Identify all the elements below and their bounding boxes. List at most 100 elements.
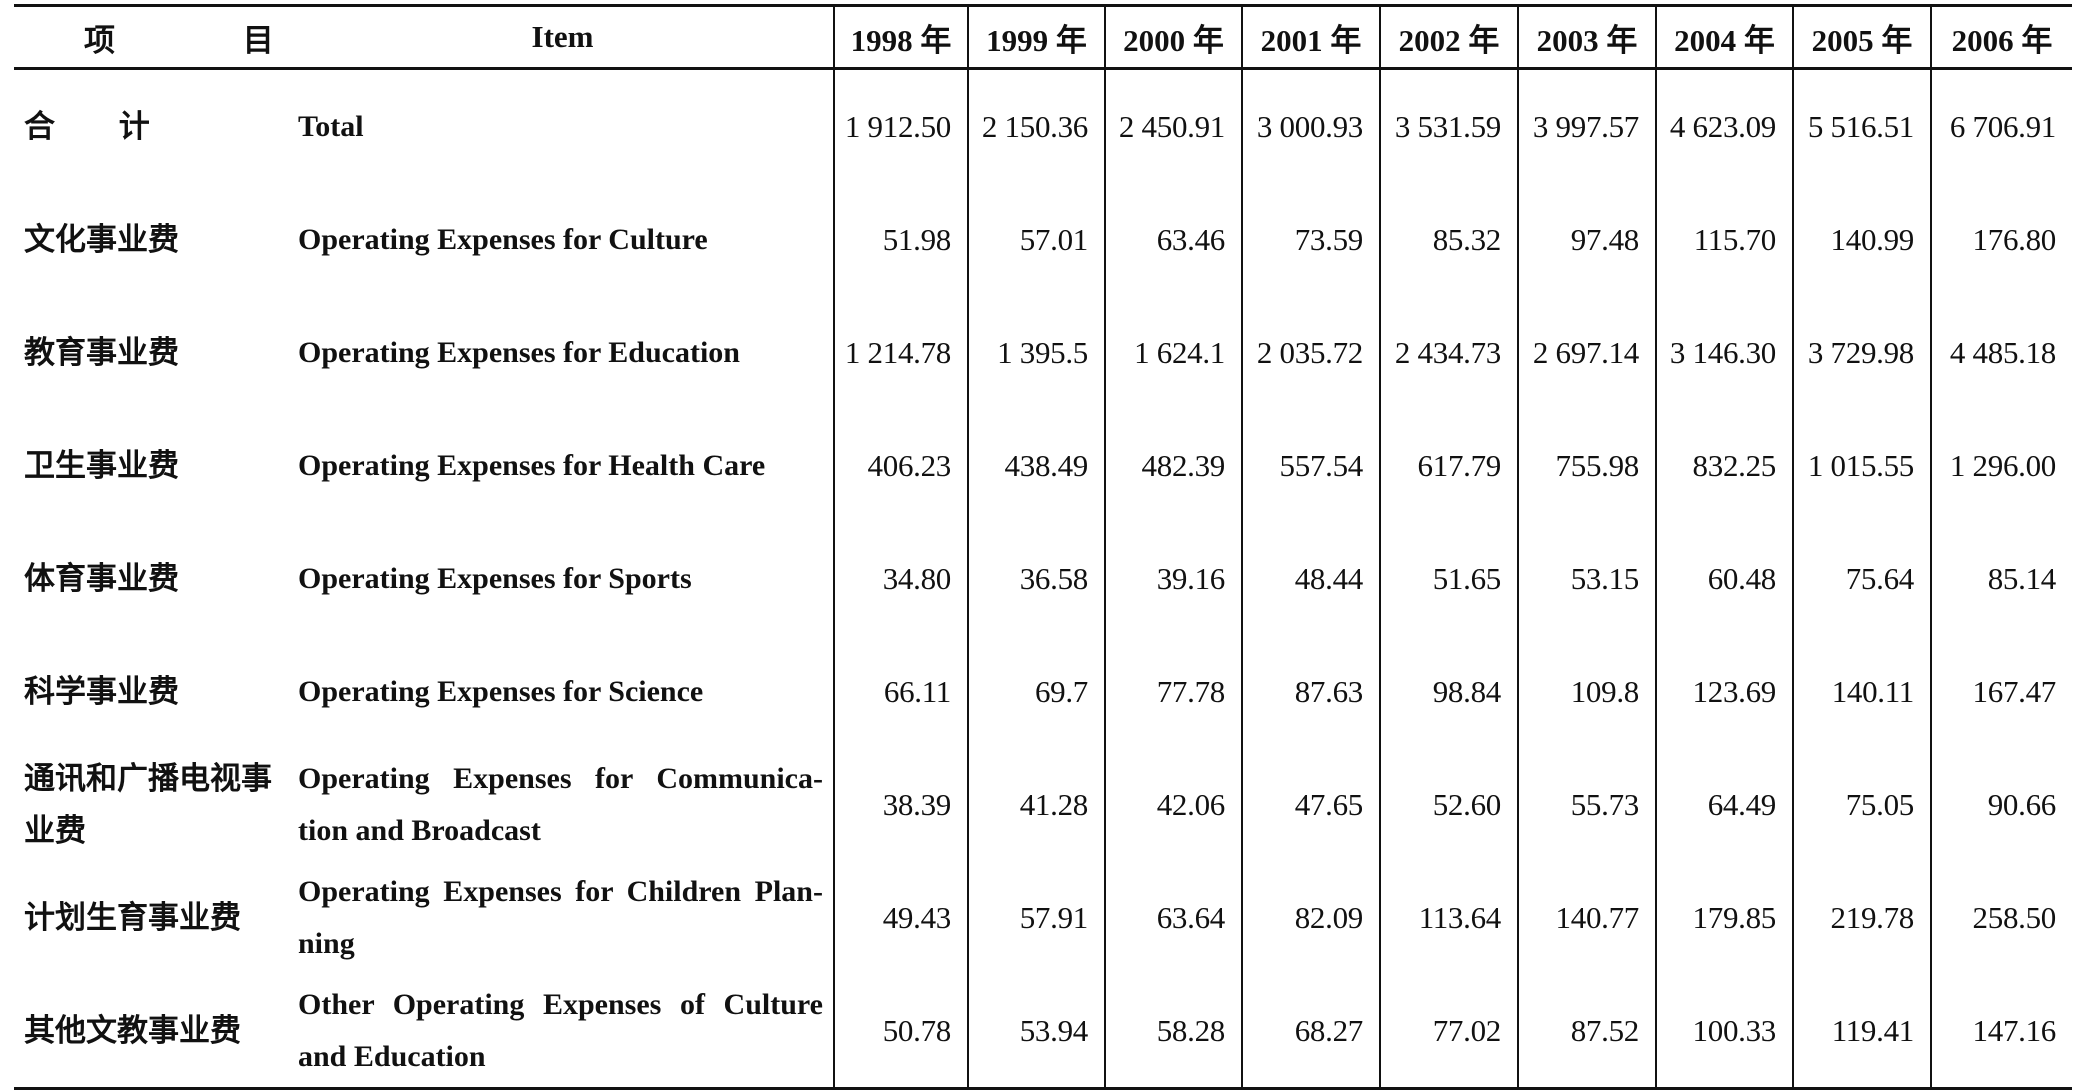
value-cell: 85.14: [1930, 522, 2072, 635]
value-cell: 38.39: [833, 748, 968, 861]
row-label-zh: 文化事业费: [24, 221, 179, 257]
row-label-en: Operating Expenses for Children Plan-nin…: [298, 874, 823, 960]
value-cell: 49.43: [833, 861, 968, 974]
value-cell: 64.49: [1655, 748, 1793, 861]
value-cell: 53.94: [967, 974, 1105, 1090]
value-cell: 42.06: [1104, 748, 1242, 861]
value-cell: 176.80: [1930, 183, 2072, 296]
value-cell: 755.98: [1517, 409, 1656, 522]
row-label-zh: 通讯和广播电视事业费: [24, 760, 272, 848]
row-label-zh: 卫生事业费: [24, 447, 179, 483]
value-cell: 36.58: [967, 522, 1105, 635]
row-label-en: Operating Expenses for Culture: [298, 222, 708, 256]
table-row: 卫生事业费 Operating Expenses for Health Care 4…: [14, 409, 2072, 522]
value-cell: 51.98: [833, 183, 968, 296]
value-cell: 140.11: [1792, 635, 1931, 748]
value-cell: 41.28: [967, 748, 1105, 861]
header-year: 1999 年: [967, 4, 1105, 70]
table-row: 计划生育事业费 Operating Expenses for Children P…: [14, 861, 2072, 974]
table-row: 文化事业费 Operating Expenses for Culture 51.98…: [14, 183, 2072, 296]
row-label-en: Other Operating Expenses of Culture and …: [292, 974, 834, 1090]
value-cell: 482.39: [1104, 409, 1242, 522]
header-year: 2000 年: [1104, 4, 1242, 70]
header-year: 2003 年: [1517, 4, 1656, 70]
value-cell: 2 434.73: [1379, 296, 1518, 409]
row-label-zh: 合 计: [24, 108, 178, 144]
value-cell: 34.80: [833, 522, 968, 635]
value-cell: 438.49: [967, 409, 1105, 522]
value-cell: 53.15: [1517, 522, 1656, 635]
row-label-en: Total: [298, 109, 364, 143]
value-cell: 4 485.18: [1930, 296, 2072, 409]
value-cell: 109.8: [1517, 635, 1656, 748]
row-label-zh: 计划生育事业费: [24, 899, 241, 935]
value-cell: 87.63: [1241, 635, 1380, 748]
header-row: 项 目 Item 1998 年 1999 年 2000 年 2001 年 200…: [14, 4, 2072, 70]
value-cell: 113.64: [1379, 861, 1518, 974]
value-cell: 57.91: [967, 861, 1105, 974]
table-row: 合 计 Total 1 912.50 2 150.36 2 450.91 3 000.93…: [14, 68, 2072, 183]
value-cell: 75.64: [1792, 522, 1931, 635]
value-cell: 2 697.14: [1517, 296, 1656, 409]
header-year: 2004 年: [1655, 4, 1793, 70]
value-cell: 140.77: [1517, 861, 1656, 974]
row-label-zh: 其他文教事业费: [14, 974, 292, 1090]
value-cell: 85.32: [1379, 183, 1518, 296]
value-cell: 219.78: [1792, 861, 1931, 974]
header-item-zh: 项 目: [14, 4, 292, 70]
header-year: 2006 年: [1930, 4, 2072, 70]
row-label-zh: 教育事业费: [24, 334, 179, 370]
value-cell: 119.41: [1792, 974, 1931, 1090]
value-cell: 57.01: [967, 183, 1105, 296]
value-cell: 87.52: [1517, 974, 1656, 1090]
value-cell: 3 997.57: [1517, 68, 1656, 183]
value-cell: 617.79: [1379, 409, 1518, 522]
row-label-zh: 科学事业费: [24, 673, 179, 709]
table-row: 通讯和广播电视事业费 Operating Expenses for Communi…: [14, 748, 2072, 861]
value-cell: 77.02: [1379, 974, 1518, 1090]
value-cell: 1 395.5: [967, 296, 1105, 409]
value-cell: 557.54: [1241, 409, 1380, 522]
header-item-en: Item: [292, 4, 834, 70]
value-cell: 60.48: [1655, 522, 1793, 635]
value-cell: 58.28: [1104, 974, 1242, 1090]
value-cell: 77.78: [1104, 635, 1242, 748]
value-cell: 90.66: [1930, 748, 2072, 861]
value-cell: 3 000.93: [1241, 68, 1380, 183]
value-cell: 48.44: [1241, 522, 1380, 635]
value-cell: 115.70: [1655, 183, 1793, 296]
expenses-table: 项 目 Item 1998 年 1999 年 2000 年 2001 年 200…: [14, 4, 2072, 1090]
value-cell: 63.64: [1104, 861, 1242, 974]
value-cell: 2 035.72: [1241, 296, 1380, 409]
value-cell: 1 912.50: [833, 68, 968, 183]
header-year: 2001 年: [1241, 4, 1380, 70]
value-cell: 406.23: [833, 409, 968, 522]
value-cell: 832.25: [1655, 409, 1793, 522]
header-year: 2005 年: [1792, 4, 1931, 70]
value-cell: 98.84: [1379, 635, 1518, 748]
value-cell: 1 214.78: [833, 296, 968, 409]
header-year: 1998 年: [833, 4, 968, 70]
row-label-en: Operating Expenses for Education: [298, 335, 740, 369]
value-cell: 51.65: [1379, 522, 1518, 635]
value-cell: 1 296.00: [1930, 409, 2072, 522]
value-cell: 100.33: [1655, 974, 1793, 1090]
value-cell: 68.27: [1241, 974, 1380, 1090]
row-label-en: Operating Expenses for Communica-tion an…: [298, 761, 823, 847]
value-cell: 82.09: [1241, 861, 1380, 974]
value-cell: 123.69: [1655, 635, 1793, 748]
value-cell: 55.73: [1517, 748, 1656, 861]
value-cell: 6 706.91: [1930, 68, 2072, 183]
value-cell: 167.47: [1930, 635, 2072, 748]
value-cell: 66.11: [833, 635, 968, 748]
value-cell: 5 516.51: [1792, 68, 1931, 183]
value-cell: 73.59: [1241, 183, 1380, 296]
value-cell: 179.85: [1655, 861, 1793, 974]
table-row: 其他文教事业费 Other Operating Expenses of Cultu…: [14, 974, 2072, 1090]
value-cell: 2 150.36: [967, 68, 1105, 183]
row-label-en: Operating Expenses for Health Care: [298, 448, 766, 482]
value-cell: 147.16: [1930, 974, 2072, 1090]
table-row: 体育事业费 Operating Expenses for Sports 34.80 3…: [14, 522, 2072, 635]
value-cell: 1 015.55: [1792, 409, 1931, 522]
value-cell: 3 146.30: [1655, 296, 1793, 409]
